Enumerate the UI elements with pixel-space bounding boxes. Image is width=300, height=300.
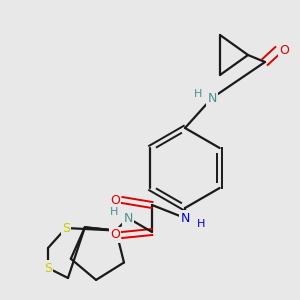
Text: O: O bbox=[110, 194, 120, 206]
Text: N: N bbox=[180, 212, 190, 224]
Text: H: H bbox=[194, 89, 202, 99]
Text: O: O bbox=[279, 44, 289, 56]
Text: S: S bbox=[44, 262, 52, 275]
Text: H: H bbox=[110, 207, 118, 217]
Text: N: N bbox=[207, 92, 217, 104]
Text: H: H bbox=[197, 219, 205, 229]
Text: O: O bbox=[110, 229, 120, 242]
Text: S: S bbox=[62, 221, 70, 235]
Text: N: N bbox=[123, 212, 133, 224]
